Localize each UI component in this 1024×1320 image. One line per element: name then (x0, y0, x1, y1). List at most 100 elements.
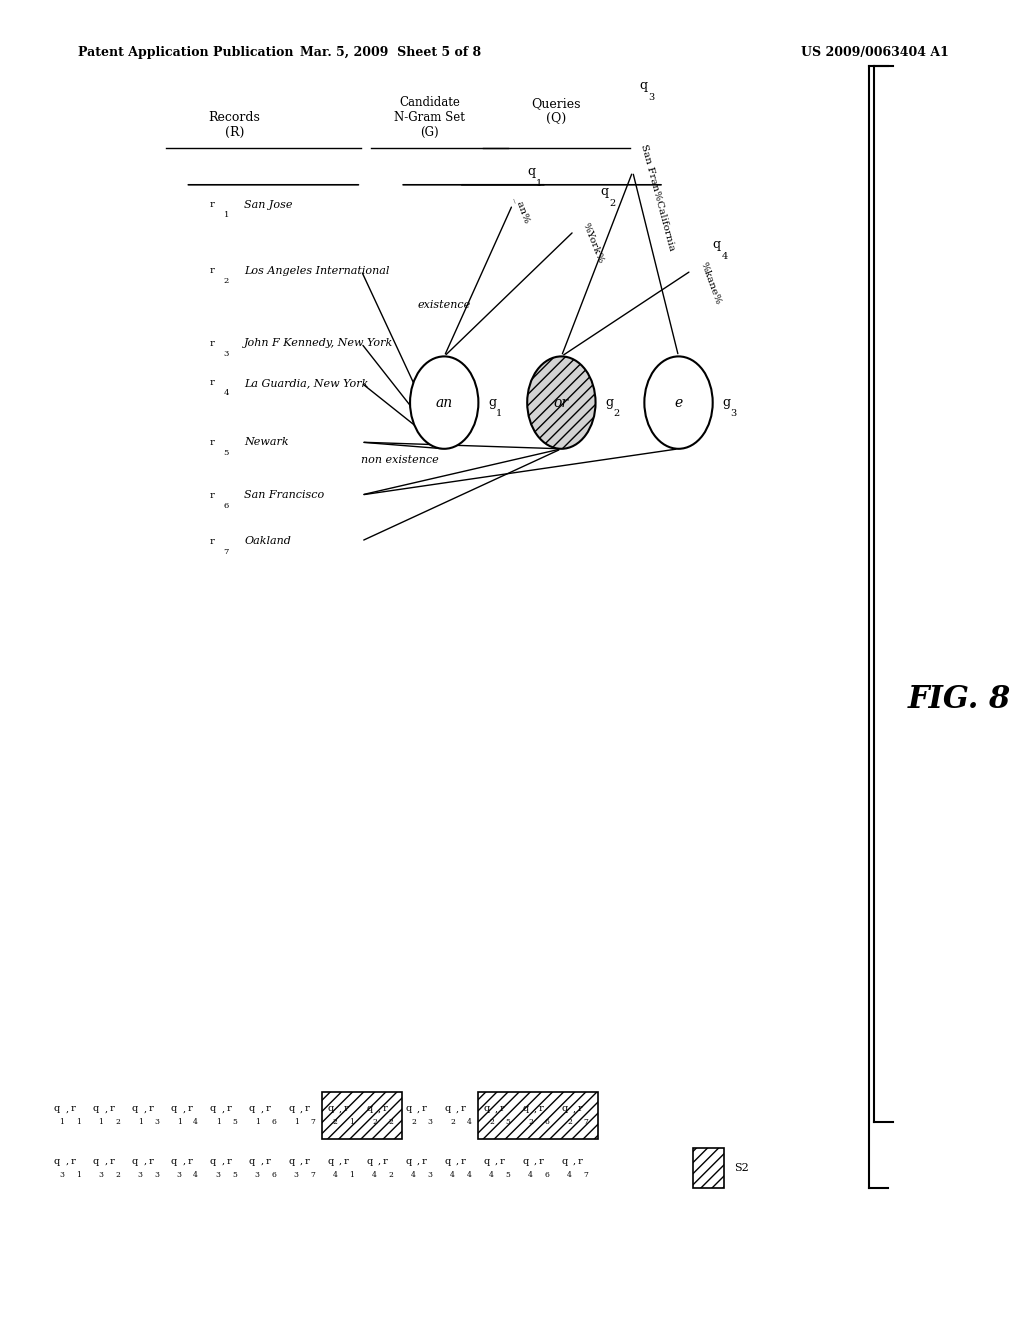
Text: Oakland: Oakland (244, 536, 291, 546)
Text: 3: 3 (255, 1171, 260, 1179)
Text: 3: 3 (648, 94, 654, 102)
Text: ,: , (221, 1158, 224, 1166)
Text: 3: 3 (428, 1171, 432, 1179)
Text: Mar. 5, 2009  Sheet 5 of 8: Mar. 5, 2009 Sheet 5 of 8 (300, 46, 481, 59)
Text: r: r (265, 1105, 270, 1113)
Text: q: q (367, 1105, 373, 1113)
Text: r: r (226, 1105, 231, 1113)
Text: 1: 1 (216, 1118, 220, 1126)
Text: 1: 1 (349, 1118, 354, 1126)
Bar (323, 1092, 402, 1138)
Text: r: r (210, 267, 215, 275)
Text: r: r (539, 1105, 544, 1113)
Text: 7: 7 (584, 1118, 589, 1126)
Text: g: g (723, 396, 730, 409)
Text: 1: 1 (76, 1171, 81, 1179)
Text: ,: , (143, 1105, 146, 1113)
Text: e: e (675, 396, 683, 409)
Text: r: r (344, 1105, 348, 1113)
Text: q: q (288, 1158, 294, 1166)
Text: 2: 2 (116, 1118, 120, 1126)
Text: 1: 1 (98, 1118, 103, 1126)
Text: ,: , (456, 1158, 459, 1166)
Text: ,: , (535, 1105, 538, 1113)
Text: 3: 3 (730, 409, 736, 417)
Text: r: r (344, 1158, 348, 1166)
Text: r: r (210, 438, 215, 446)
Text: 2: 2 (333, 1118, 338, 1126)
Text: Patent Application Publication: Patent Application Publication (78, 46, 294, 59)
Text: an: an (435, 396, 453, 409)
Text: Candidate
N-Gram Set
(G): Candidate N-Gram Set (G) (394, 95, 465, 139)
Text: %kane%: %kane% (698, 261, 722, 306)
Text: ,: , (339, 1105, 342, 1113)
Text: 2: 2 (333, 1118, 338, 1126)
Text: 2: 2 (451, 1118, 455, 1126)
Text: q: q (406, 1158, 412, 1166)
Text: 4: 4 (528, 1171, 534, 1179)
Text: 3: 3 (177, 1171, 181, 1179)
Text: r: r (210, 537, 215, 545)
Text: 2: 2 (388, 1118, 393, 1126)
Text: r: r (383, 1105, 387, 1113)
Text: r: r (210, 339, 215, 347)
Text: q: q (522, 1105, 528, 1113)
Text: q: q (444, 1158, 451, 1166)
Text: ,: , (104, 1105, 108, 1113)
Text: or: or (554, 396, 569, 409)
Text: 4: 4 (223, 389, 229, 397)
Text: 3: 3 (294, 1171, 299, 1179)
Text: ,: , (573, 1105, 577, 1113)
Text: q: q (444, 1105, 451, 1113)
Text: q: q (713, 238, 721, 251)
Text: r: r (461, 1158, 466, 1166)
Text: 4: 4 (333, 1171, 338, 1179)
Text: 2: 2 (372, 1118, 377, 1126)
Text: 6: 6 (271, 1171, 276, 1179)
Text: r: r (500, 1105, 505, 1113)
Text: 2: 2 (567, 1118, 572, 1126)
Text: non existence: non existence (361, 455, 439, 466)
Text: ,: , (339, 1105, 342, 1113)
Text: r: r (539, 1105, 544, 1113)
Text: q: q (600, 185, 608, 198)
Text: S2: S2 (734, 1163, 749, 1173)
Text: John F Kennedy, New York: John F Kennedy, New York (244, 338, 393, 348)
Text: ,: , (261, 1105, 264, 1113)
Text: 2: 2 (613, 409, 620, 417)
Text: r: r (461, 1105, 466, 1113)
Text: ,: , (378, 1105, 381, 1113)
Text: r: r (578, 1105, 583, 1113)
Text: 6: 6 (223, 502, 228, 510)
Text: r: r (148, 1105, 154, 1113)
Text: q: q (327, 1105, 333, 1113)
Text: q: q (367, 1105, 373, 1113)
Text: 4: 4 (451, 1171, 455, 1179)
Text: La Guardia, New York: La Guardia, New York (244, 378, 369, 388)
Text: r: r (226, 1158, 231, 1166)
Text: ,: , (104, 1158, 108, 1166)
Text: 5: 5 (506, 1118, 511, 1126)
Text: 7: 7 (310, 1118, 315, 1126)
Text: q: q (522, 1158, 528, 1166)
Text: ,: , (378, 1105, 381, 1113)
Text: 2: 2 (567, 1118, 572, 1126)
Text: q: q (210, 1105, 216, 1113)
Text: r: r (500, 1105, 505, 1113)
Text: 4: 4 (372, 1171, 377, 1179)
Text: q: q (132, 1158, 138, 1166)
Text: g: g (605, 396, 613, 409)
Text: 4: 4 (567, 1171, 572, 1179)
Text: 1: 1 (177, 1118, 181, 1126)
Text: r: r (578, 1105, 583, 1113)
Text: San Francisco: San Francisco (244, 490, 325, 500)
Text: 2: 2 (489, 1118, 494, 1126)
Text: q: q (367, 1158, 373, 1166)
Circle shape (644, 356, 713, 449)
Text: 5: 5 (232, 1171, 238, 1179)
Text: q: q (483, 1158, 489, 1166)
Text: ,: , (182, 1105, 185, 1113)
Text: r: r (110, 1105, 114, 1113)
Text: q: q (483, 1105, 489, 1113)
Text: q: q (527, 165, 536, 178)
